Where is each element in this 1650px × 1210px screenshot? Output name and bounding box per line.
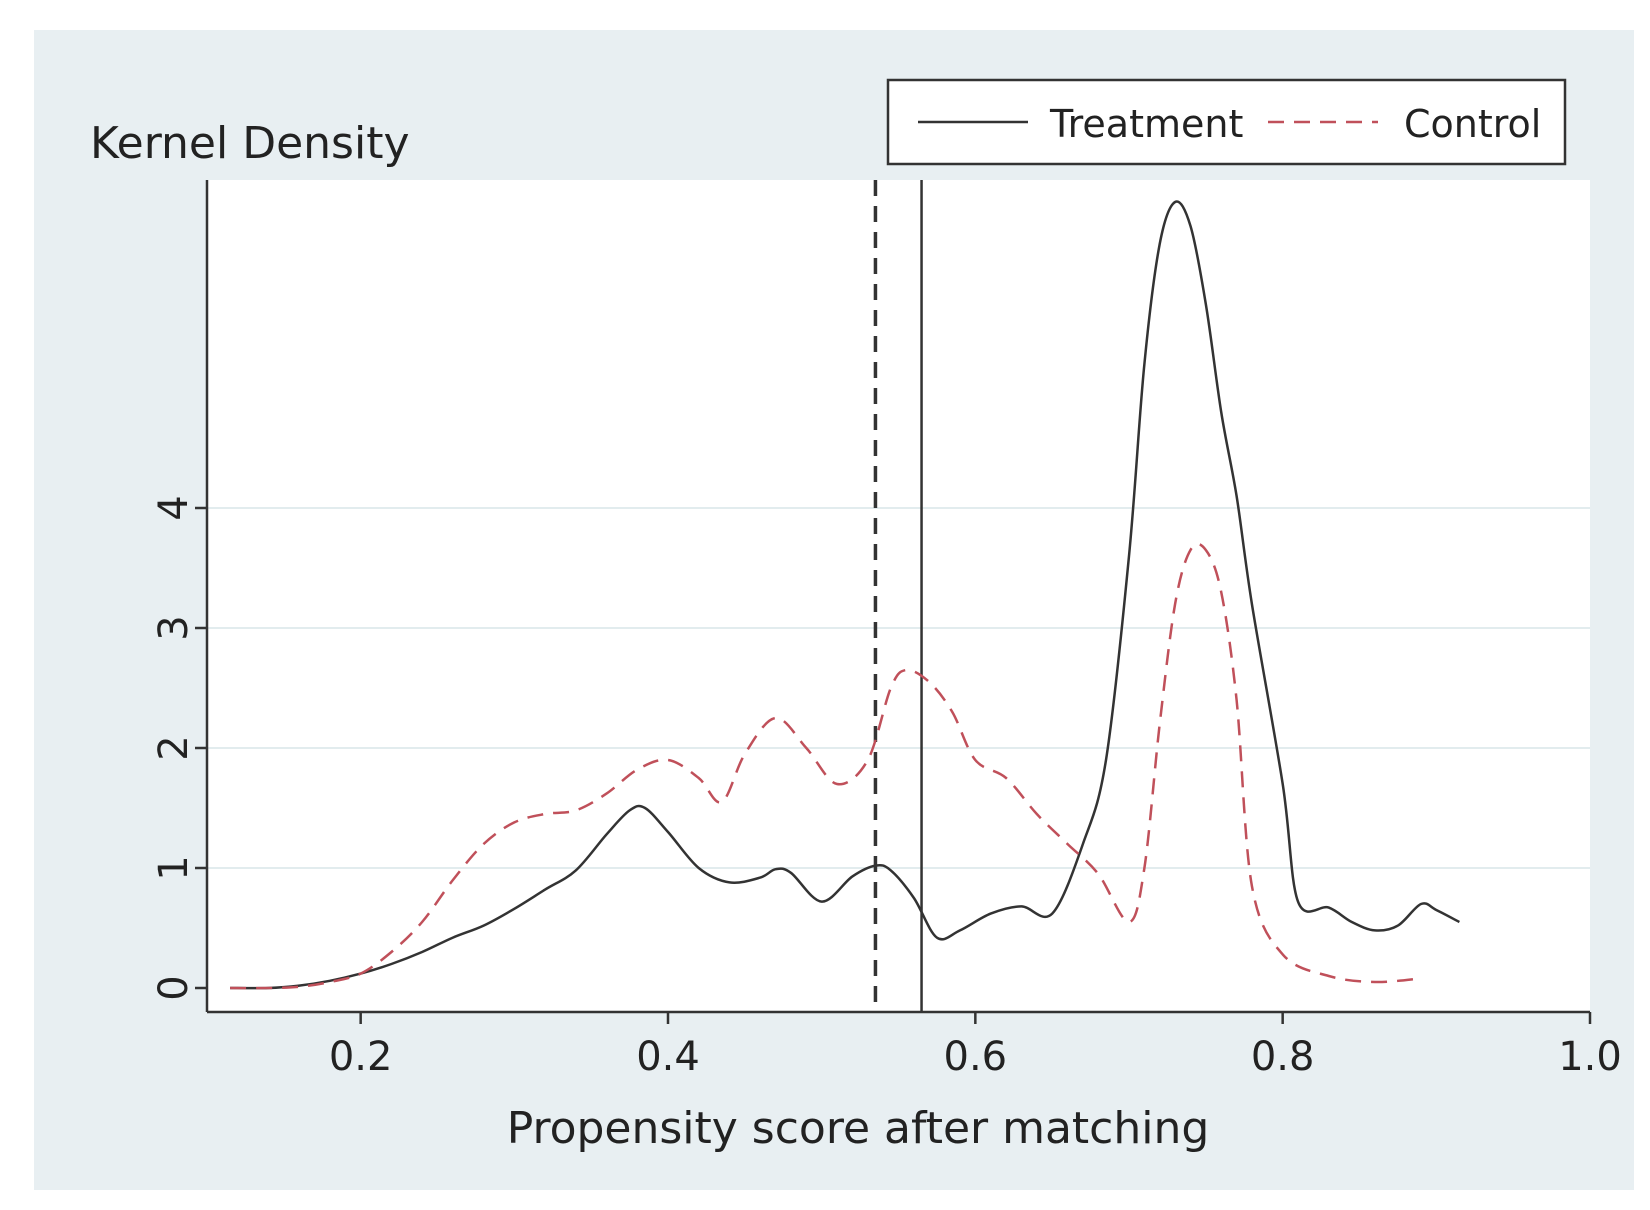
series-line-control (230, 542, 1422, 990)
legend-treatment-label: Treatment (1049, 102, 1243, 146)
y-tick-label: 2 (151, 735, 197, 760)
density-curves (230, 200, 1460, 990)
plot-area (207, 180, 1590, 1012)
y-tick-label: 4 (151, 495, 197, 520)
reference-lines (873, 180, 923, 1012)
legend-control-label: Control (1404, 102, 1541, 146)
y-tick-label: 3 (151, 615, 197, 640)
gridlines (207, 507, 1590, 869)
series-line-treatment (230, 200, 1460, 990)
x-tick-label: 0.6 (944, 1034, 1008, 1080)
y-axis-title: Kernel Density (90, 118, 410, 169)
x-tick-label: 0.4 (636, 1034, 700, 1080)
y-tick-label: 1 (151, 855, 197, 880)
x-tick-label: 0.2 (329, 1034, 393, 1080)
x-tick-label: 1.0 (1558, 1034, 1622, 1080)
y-tick-label: 0 (151, 975, 197, 1000)
x-tick-label: 0.8 (1251, 1034, 1315, 1080)
x-axis-ticks: 0.2 0.4 0.6 0.8 1.0 (329, 1012, 1622, 1080)
x-axis-title: Propensity score after matching (507, 1103, 1210, 1154)
legend: Treatment Control (886, 78, 1567, 166)
y-axis-ticks: 0 1 2 3 4 (151, 495, 207, 1001)
